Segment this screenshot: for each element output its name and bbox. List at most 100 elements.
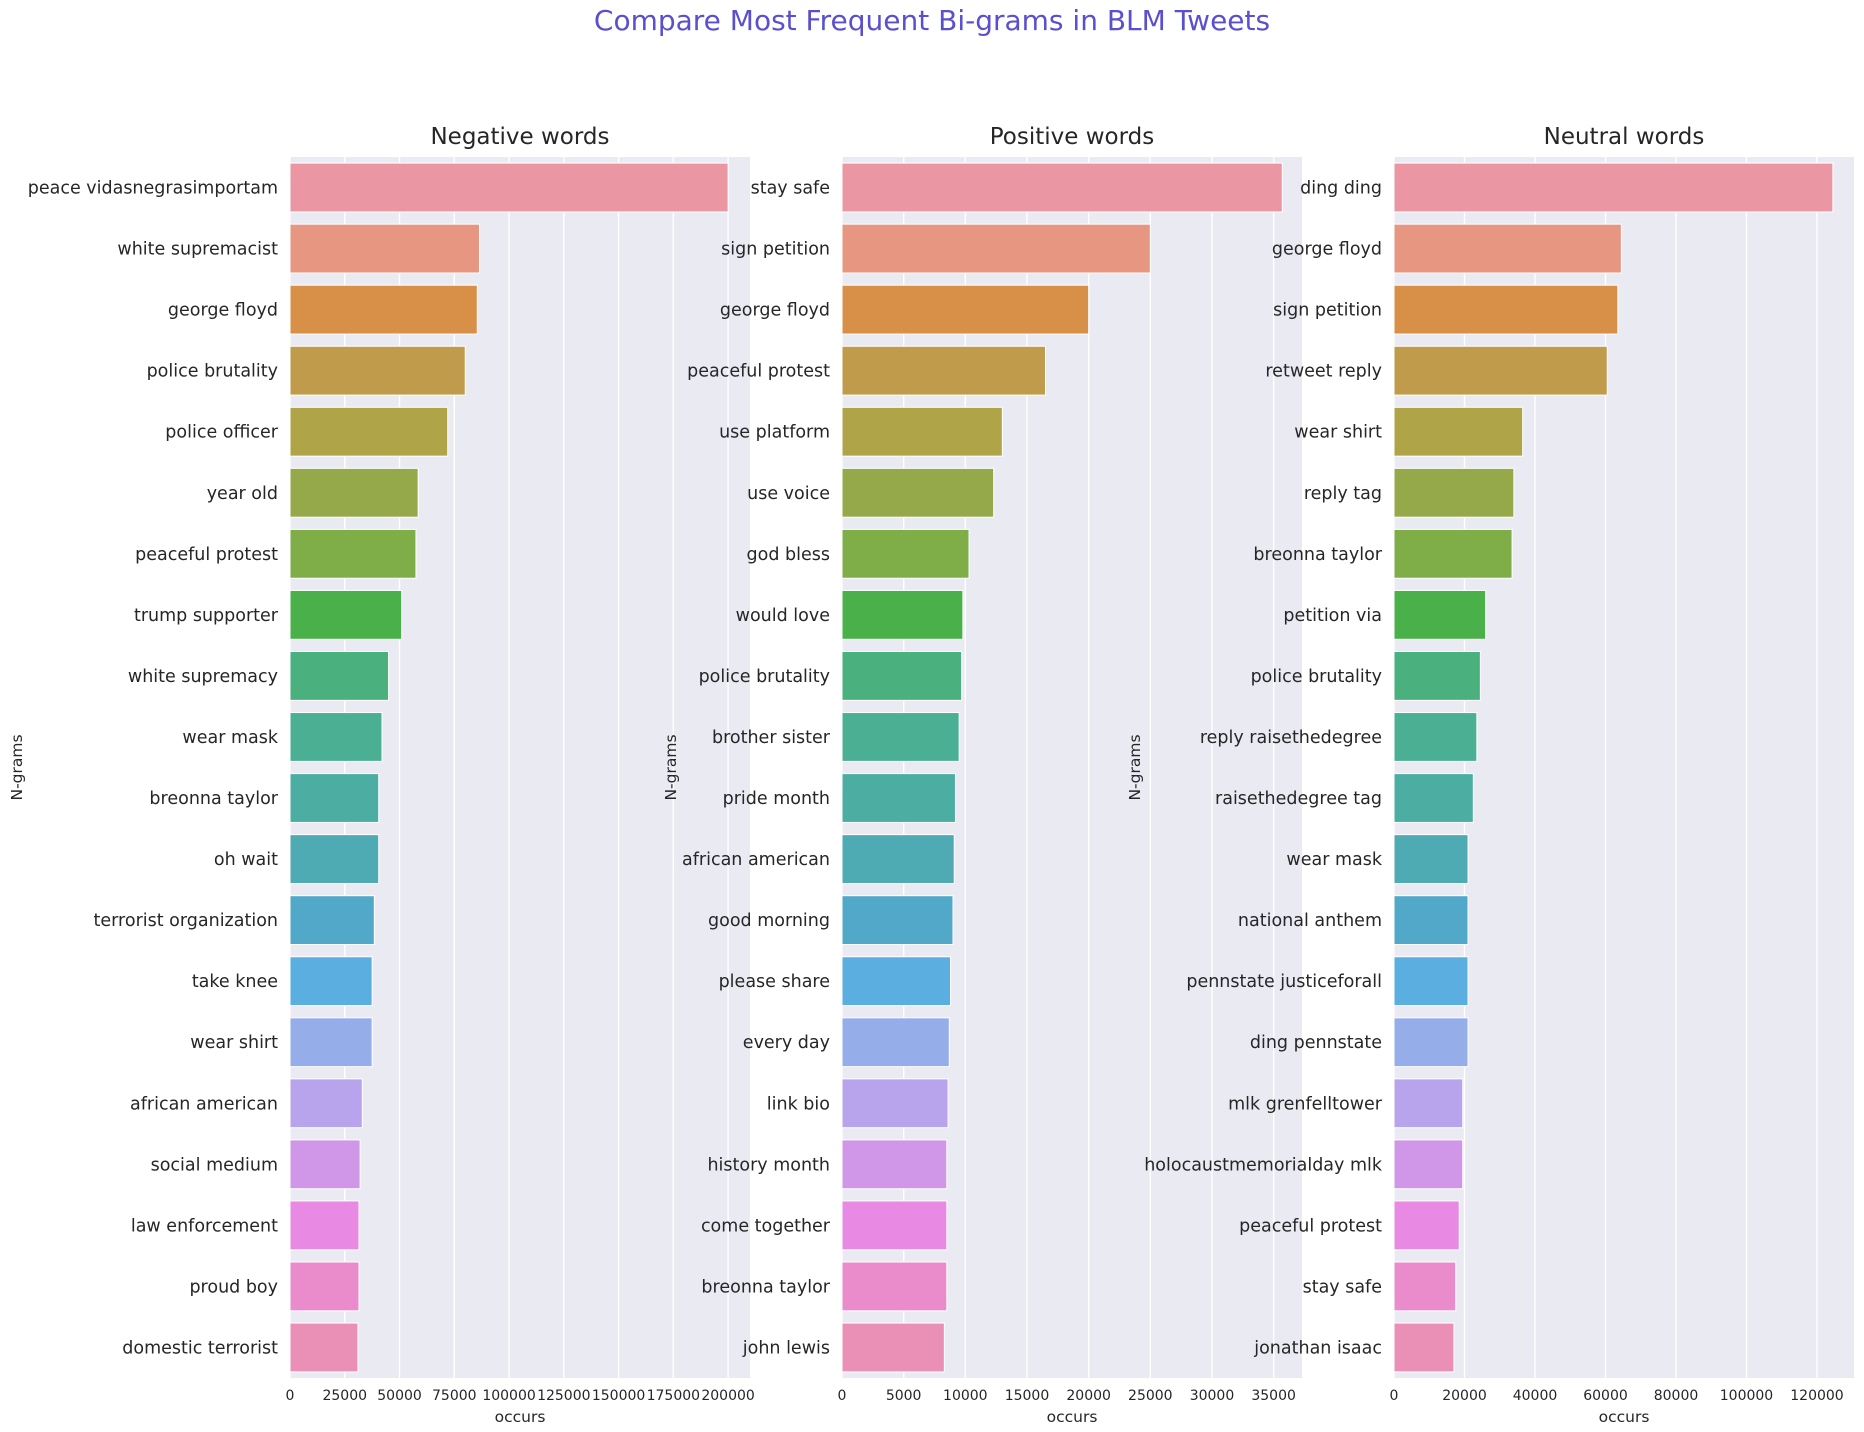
neutral-bar	[1393, 528, 1513, 579]
positive-y-tick-label: link bio	[767, 1094, 830, 1114]
negative-y-tick-label: take knee	[192, 972, 278, 992]
positive-bar	[841, 712, 960, 762]
neutral-x-tick-label: 60000	[1583, 1388, 1628, 1404]
positive-x-tick-label: 35000	[1251, 1388, 1296, 1404]
neutral-bar	[1393, 1322, 1455, 1373]
neutral-y-tick-label: wear shirt	[1294, 423, 1382, 443]
positive-y-tick-label: breonna taylor	[701, 1277, 830, 1297]
neutral-bar	[1393, 1261, 1457, 1312]
neutral-y-tick-label: breonna taylor	[1253, 545, 1382, 565]
positive-x-tick-label: 25000	[1128, 1388, 1173, 1404]
negative-y-tick-label: wear shirt	[190, 1033, 278, 1053]
negative-bar	[289, 589, 403, 640]
positive-bar	[841, 162, 1283, 213]
neutral-y-tick-label: ding ding	[1300, 179, 1382, 199]
neutral-bar	[1393, 956, 1469, 1007]
negative-y-tick-label: oh wait	[214, 850, 278, 870]
neutral-plot-area	[1394, 157, 1854, 1378]
negative-y-tick-label: terrorist organization	[94, 911, 278, 931]
positive-bar	[841, 834, 955, 884]
positive-bar	[841, 467, 995, 518]
negative-x-tick-label: 50000	[377, 1388, 422, 1404]
neutral-bar	[1393, 712, 1478, 762]
neutral-y-tick-label: raisethedegree tag	[1215, 789, 1382, 809]
negative-x-tick-label: 200000	[701, 1388, 754, 1404]
negative-bar	[289, 773, 380, 823]
negative-y-tick-label: police officer	[165, 423, 279, 443]
neutral-y-tick-label: reply raisethedegree	[1200, 728, 1382, 748]
positive-x-tick-label: 20000	[1066, 1388, 1111, 1404]
positive-y-tick-label: good morning	[708, 911, 830, 931]
negative-bar	[289, 1139, 361, 1190]
positive-y-tick-label: john lewis	[742, 1338, 830, 1358]
positive-x-tick-label: 5000	[886, 1388, 922, 1404]
negative-bar	[289, 467, 419, 518]
positive-y-tick-label: please share	[719, 972, 830, 992]
negative-bar	[289, 528, 417, 579]
neutral-y-tick-label: holocaustmemorialday mlk	[1144, 1155, 1383, 1175]
positive-bar	[841, 1139, 948, 1190]
neutral-bar	[1393, 1017, 1469, 1068]
neutral-x-tick-label: 20000	[1442, 1388, 1487, 1404]
neutral-y-tick-label: petition via	[1283, 606, 1382, 626]
positive-y-tick-label: every day	[743, 1033, 830, 1053]
negative-x-tick-label: 175000	[647, 1388, 700, 1404]
neutral-bar	[1393, 773, 1474, 823]
neutral-bar	[1393, 284, 1619, 335]
neutral-y-tick-label: ding pennstate	[1250, 1033, 1382, 1053]
negative-y-tick-label: proud boy	[189, 1277, 278, 1297]
positive-plot-area	[842, 157, 1302, 1378]
neutral-panel-title: Neutral words	[1544, 124, 1705, 150]
positive-x-tick-label: 0	[838, 1388, 847, 1404]
neutral-x-tick-label: 80000	[1654, 1388, 1699, 1404]
negative-bar	[289, 895, 375, 946]
negative-y-tick-label: year old	[207, 484, 278, 504]
negative-x-tick-label: 100000	[482, 1388, 535, 1404]
negative-bar	[289, 223, 480, 274]
neutral-y-tick-label: peaceful protest	[1239, 1216, 1382, 1236]
negative-bar	[289, 406, 449, 457]
neutral-y-tick-label: police brutality	[1251, 667, 1382, 687]
neutral-y-tick-label: retweet reply	[1265, 362, 1382, 382]
neutral-x-tick-label: 0	[1390, 1388, 1399, 1404]
positive-y-tick-label: african american	[682, 850, 830, 870]
negative-y-tick-label: white supremacy	[128, 667, 278, 687]
positive-y-tick-label: come together	[701, 1216, 831, 1236]
neutral-y-tick-label: george floyd	[1272, 240, 1382, 260]
negative-y-tick-label: law enforcement	[131, 1216, 278, 1236]
negative-x-tick-label: 150000	[592, 1388, 645, 1404]
positive-bar	[841, 773, 956, 823]
neutral-x-tick-label: 120000	[1790, 1388, 1843, 1404]
positive-y-tick-label: peaceful protest	[687, 362, 830, 382]
neutral-bar	[1393, 1200, 1460, 1251]
positive-y-axis-label: N-grams	[662, 734, 680, 800]
positive-bar	[841, 223, 1151, 274]
positive-bar	[841, 1078, 949, 1129]
positive-y-tick-label: history month	[707, 1155, 830, 1175]
neutral-bar	[1393, 589, 1487, 640]
neutral-y-tick-label: sign petition	[1273, 301, 1382, 321]
positive-bar	[841, 1200, 948, 1251]
negative-bar	[289, 162, 729, 213]
negative-plot-area	[290, 157, 750, 1378]
positive-bar	[841, 589, 964, 640]
positive-y-tick-label: use voice	[747, 484, 830, 504]
negative-x-tick-label: 0	[286, 1388, 295, 1404]
figure-title: Compare Most Frequent Bi-grams in BLM Tw…	[593, 4, 1271, 37]
positive-x-tick-label: 30000	[1190, 1388, 1235, 1404]
negative-bar	[289, 1078, 363, 1129]
neutral-bar	[1393, 1078, 1464, 1129]
neutral-y-tick-label: mlk grenfelltower	[1228, 1094, 1383, 1114]
positive-y-tick-label: would love	[736, 606, 830, 626]
neutral-y-tick-label: stay safe	[1303, 1277, 1382, 1297]
positive-bar	[841, 1261, 948, 1312]
negative-bar	[289, 956, 373, 1007]
negative-bar	[289, 651, 390, 701]
positive-y-tick-label: george floyd	[720, 301, 830, 321]
positive-y-tick-label: police brutality	[699, 667, 830, 687]
negative-y-tick-label: domestic terrorist	[122, 1338, 278, 1358]
negative-y-axis-label: N-grams	[8, 734, 26, 800]
negative-bar	[289, 1017, 373, 1068]
neutral-y-tick-label: wear mask	[1286, 850, 1382, 870]
